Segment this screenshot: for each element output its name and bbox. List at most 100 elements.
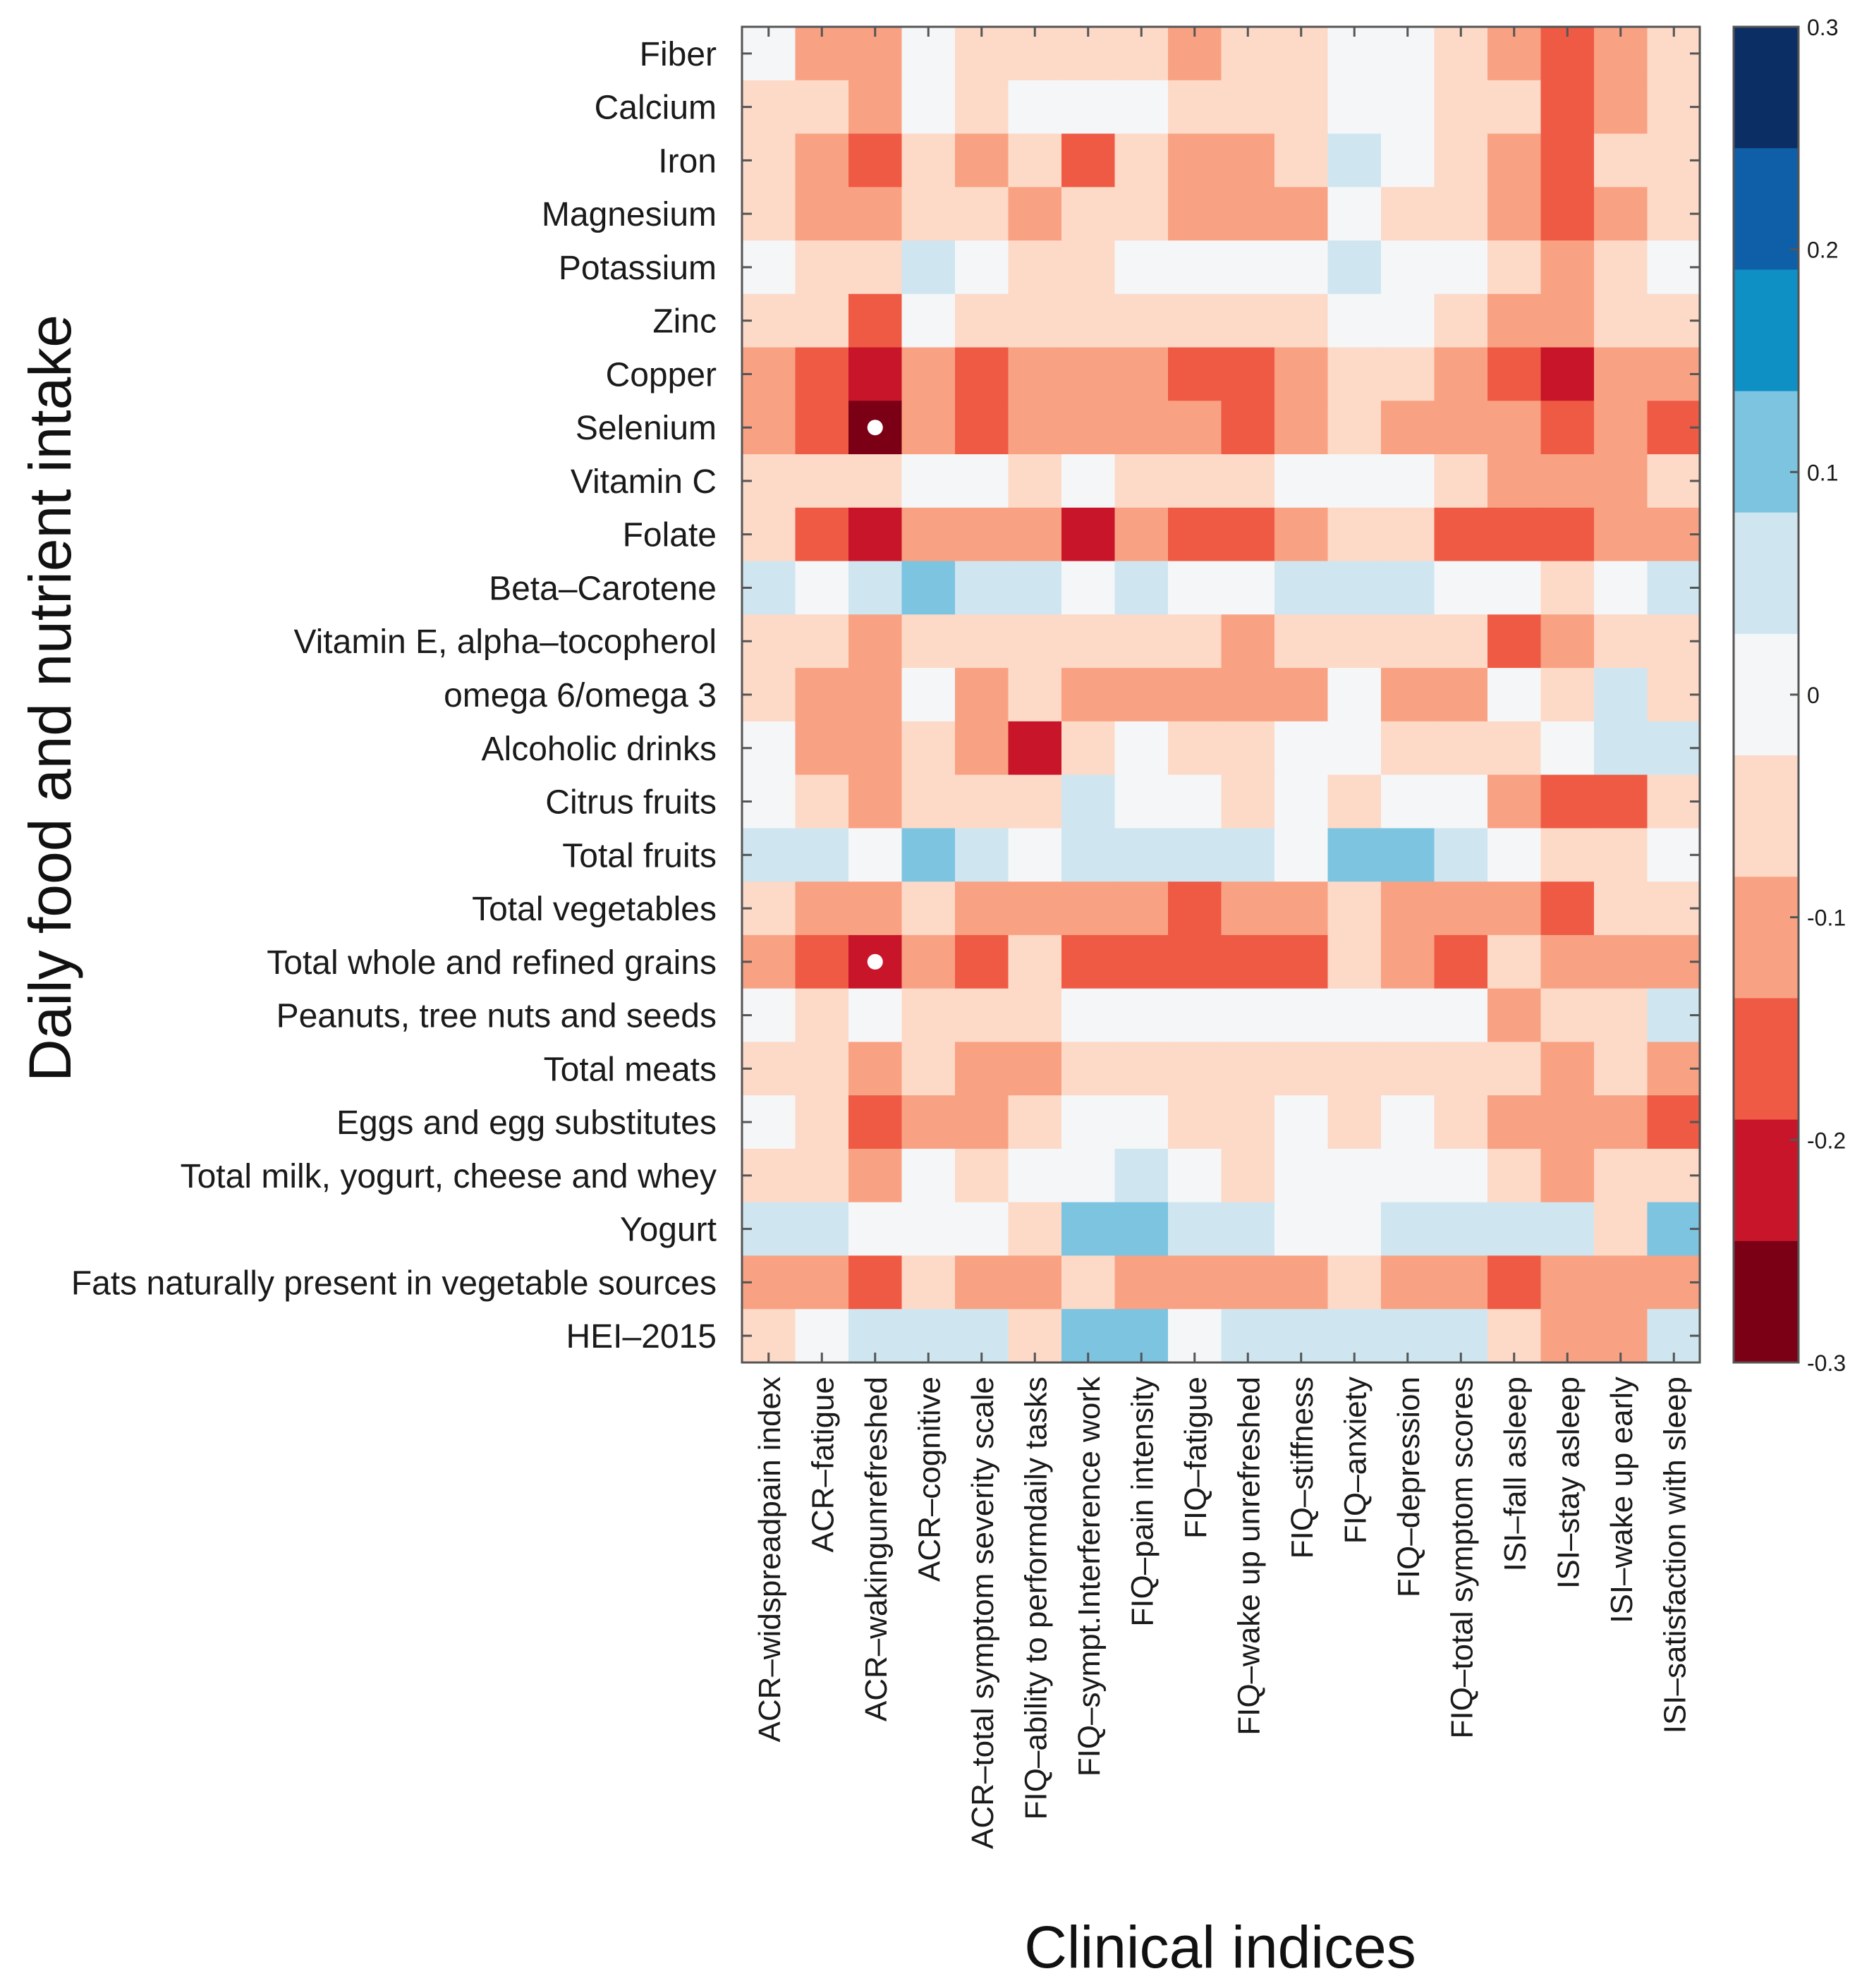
heatmap-cell: [901, 347, 956, 401]
heatmap-cell: [848, 614, 903, 669]
heatmap-cell: [1327, 293, 1382, 348]
heatmap-cell: [1381, 721, 1435, 776]
column-label: FIQ–stiffness: [1285, 1377, 1320, 1559]
heatmap-cell: [955, 668, 1009, 722]
heatmap-cell: [1487, 1255, 1542, 1310]
heatmap-cell: [1008, 454, 1062, 508]
significance-marker: [867, 420, 883, 436]
heatmap-cell: [1061, 1255, 1116, 1310]
heatmap-cell: [1381, 1042, 1435, 1096]
heatmap-cell: [1434, 401, 1488, 455]
heatmap-cell: [1008, 1202, 1062, 1257]
heatmap-cell: [955, 561, 1009, 615]
heatmap-cell: [1434, 828, 1488, 882]
heatmap-cell: [955, 828, 1009, 882]
heatmap-cell: [1487, 1042, 1542, 1096]
heatmap-cell: [848, 668, 903, 722]
y-axis-title: Daily food and nutrient intake: [17, 315, 83, 1082]
heatmap-cell: [1008, 133, 1062, 188]
heatmap-cell: [795, 1095, 849, 1149]
heatmap-cell: [848, 882, 903, 936]
heatmap-cell: [1434, 988, 1488, 1043]
heatmap-cell: [1168, 133, 1222, 188]
heatmap-cell: [955, 1148, 1009, 1203]
column-label: ISI–wake up early: [1605, 1377, 1639, 1623]
heatmap-cell: [955, 1095, 1009, 1149]
heatmap-cell: [848, 293, 903, 348]
heatmap-cell: [1594, 668, 1648, 722]
heatmap-cell: [1114, 1148, 1169, 1203]
heatmap-cell: [1221, 561, 1275, 615]
heatmap-cell: [1008, 507, 1062, 562]
heatmap-cell: [1168, 934, 1222, 989]
heatmap-cell: [848, 988, 903, 1043]
heatmap-cell: [848, 454, 903, 508]
heatmap-cell: [1221, 988, 1275, 1043]
heatmap-cell: [795, 988, 849, 1043]
heatmap-cell: [1381, 80, 1435, 135]
heatmap-cell: [955, 1202, 1009, 1257]
heatmap-cell: [1540, 401, 1595, 455]
heatmap-cell: [1114, 507, 1169, 562]
heatmap-cell: [1434, 614, 1488, 669]
heatmap-cell: [1114, 882, 1169, 936]
heatmap-cell: [1061, 454, 1116, 508]
heatmap-cell: [1381, 828, 1435, 882]
row-label: Total meats: [544, 1051, 717, 1088]
heatmap-cell: [1540, 934, 1595, 989]
heatmap-cell: [1168, 668, 1222, 722]
column-label: ACR–fatigue: [805, 1377, 840, 1552]
heatmap-cell: [1168, 80, 1222, 135]
heatmap-cell: [848, 187, 903, 241]
heatmap-cell: [1540, 882, 1595, 936]
row-label: Total fruits: [562, 837, 717, 874]
heatmap-cell: [1327, 240, 1382, 295]
heatmap-cell: [1221, 1202, 1275, 1257]
heatmap-cell: [848, 507, 903, 562]
heatmap-cell: [1327, 561, 1382, 615]
row-label: Vitamin C: [571, 463, 717, 501]
heatmap-cell: [1594, 1148, 1648, 1203]
colorbar-tick-label: -0.1: [1807, 905, 1846, 931]
heatmap-cell: [1061, 133, 1116, 188]
heatmap-cell: [1168, 1042, 1222, 1096]
heatmap-cell: [1061, 1095, 1116, 1149]
heatmap-cell: [1221, 828, 1275, 882]
heatmap-cell: [1061, 614, 1116, 669]
heatmap-cell: [848, 1255, 903, 1310]
heatmap-cell: [1327, 454, 1382, 508]
colorbar-segment: [1734, 148, 1799, 270]
row-label: Beta–Carotene: [489, 571, 717, 608]
heatmap-cell: [1114, 454, 1169, 508]
heatmap-cell: [1061, 774, 1116, 829]
heatmap-cell: [848, 1148, 903, 1203]
heatmap-cell: [901, 507, 956, 562]
row-label: Total milk, yogurt, cheese and whey: [181, 1158, 717, 1195]
heatmap-cell: [1008, 80, 1062, 135]
row-label: Potassium: [559, 250, 717, 287]
heatmap-cell: [1274, 774, 1329, 829]
heatmap-cell: [848, 240, 903, 295]
heatmap-cell: [1008, 988, 1062, 1043]
heatmap-cell: [1168, 561, 1222, 615]
heatmap-cell: [1274, 347, 1329, 401]
heatmap-cell: [1540, 774, 1595, 829]
heatmap-cell: [1274, 240, 1329, 295]
heatmap-cell: [1061, 828, 1116, 882]
row-label: Fiber: [640, 36, 717, 73]
heatmap-cell: [1114, 80, 1169, 135]
heatmap-cell: [795, 1042, 849, 1096]
heatmap-cell: [955, 988, 1009, 1043]
heatmap-cell: [1434, 1042, 1488, 1096]
heatmap-cell: [1381, 1202, 1435, 1257]
heatmap-cell: [795, 1148, 849, 1203]
heatmap-cell: [1327, 668, 1382, 722]
heatmap-cell: [901, 934, 956, 989]
heatmap-cell: [1434, 668, 1488, 722]
heatmap-cell: [1114, 668, 1169, 722]
heatmap-cell: [1274, 293, 1329, 348]
heatmap-cell: [1434, 293, 1488, 348]
heatmap-cell: [1487, 668, 1542, 722]
heatmap-cell: [1594, 934, 1648, 989]
heatmap-cell: [1114, 721, 1169, 776]
